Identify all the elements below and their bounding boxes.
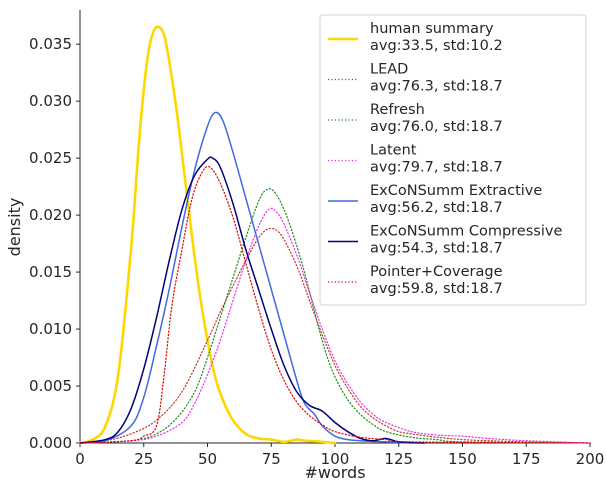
legend-stats-human-summary: avg:33.5, std:10.2 — [370, 38, 503, 54]
series-line-lead — [79, 227, 591, 444]
x-axis: 0 25 50 75 100 125 150 175 200 — [75, 442, 604, 468]
legend-entry-exconsumm-compressive: ExCoNSumm Compressive — [370, 224, 562, 240]
x-tick-label: 100 — [321, 450, 350, 468]
legend-entry-latent: Latent — [370, 143, 417, 159]
legend-entry-lead: LEAD — [370, 62, 408, 78]
y-axis-label: density — [5, 198, 24, 257]
x-tick-label: 50 — [198, 450, 217, 468]
x-tick-label: 0 — [75, 450, 85, 468]
x-axis-label: #words — [304, 463, 365, 482]
x-tick-label: 75 — [262, 450, 281, 468]
y-tick-label: 0.020 — [29, 206, 72, 224]
series-line-refresh — [79, 188, 591, 444]
series-line-human-summary — [78, 25, 337, 445]
x-tick-label: 150 — [448, 450, 477, 468]
legend-entry-refresh: Refresh — [370, 102, 425, 118]
y-tick-label: 0.025 — [29, 149, 72, 167]
x-tick-label: 200 — [576, 450, 605, 468]
legend-stats-exconsumm-extractive: avg:56.2, std:18.7 — [370, 200, 503, 216]
y-axis: 0.000 0.005 0.010 0.015 0.020 0.025 0.030 0.035 — [29, 10, 81, 452]
y-tick-label: 0.015 — [29, 263, 72, 281]
x-ticks: 0 25 50 75 100 125 150 175 200 — [75, 443, 604, 468]
y-tick-label: 0.010 — [29, 320, 72, 338]
legend-entry-exconsumm-extractive: ExCoNSumm Extractive — [370, 183, 542, 199]
series-line-exconsumm-extractive — [79, 111, 413, 444]
legend-stats-lead: avg:76.3, std:18.7 — [370, 79, 503, 95]
legend-stats-refresh: avg:76.0, std:18.7 — [370, 119, 503, 135]
x-tick-label: 175 — [512, 450, 541, 468]
x-tick-label: 25 — [134, 450, 153, 468]
x-tick-label: 125 — [384, 450, 413, 468]
legend-stats-latent: avg:79.7, std:18.7 — [370, 160, 503, 176]
series-line-latent — [79, 207, 591, 444]
legend-stats-pointer-coverage: avg:59.8, std:18.7 — [370, 281, 503, 297]
series-layer — [78, 25, 591, 445]
y-tick-label: 0.005 — [29, 377, 72, 395]
y-tick-label: 0.035 — [29, 35, 72, 53]
y-tick-label: 0.000 — [29, 434, 72, 452]
legend-frame — [319, 14, 587, 306]
legend-stats-exconsumm-compressive: avg:54.3, std:18.7 — [370, 241, 503, 257]
y-tick-label: 0.030 — [29, 92, 72, 110]
y-ticks: 0.000 0.005 0.010 0.015 0.020 0.025 0.030 0.035 — [29, 35, 80, 452]
series-line-pointer-coverage — [79, 165, 591, 444]
legend-entry-pointer-coverage: Pointer+Coverage — [370, 264, 503, 280]
legend-entry-human-summary: human summary — [370, 21, 494, 37]
